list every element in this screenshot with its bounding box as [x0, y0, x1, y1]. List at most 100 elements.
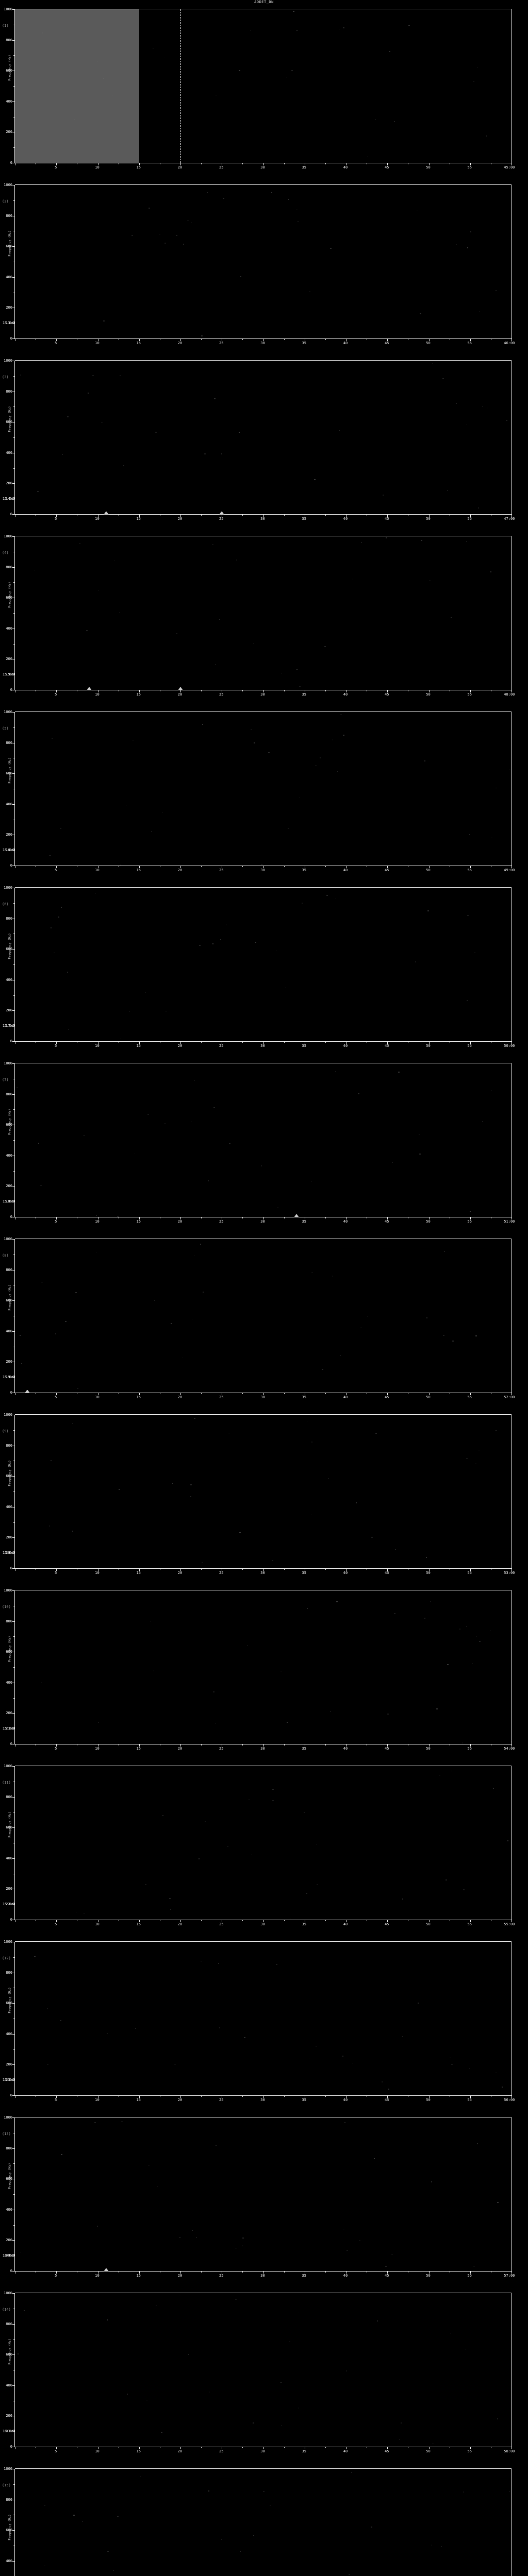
noise-speck [351, 2472, 352, 2473]
detection-marker-triangle[interactable] [87, 684, 92, 690]
y-tick [12, 2240, 15, 2241]
y-tick-label: 800 [6, 1443, 12, 1448]
detection-marker-triangle[interactable] [25, 1387, 30, 1393]
noise-speck [477, 67, 478, 69]
x-tick [139, 1217, 140, 1219]
noise-speck [301, 903, 303, 904]
y-tick-label: 400 [6, 1680, 12, 1685]
x-tick-minor [242, 514, 243, 516]
noise-speck [61, 454, 63, 455]
y-tick-minor [13, 1522, 15, 1523]
x-tick-label: 25 [219, 341, 224, 345]
x-tick-label: 55 [467, 2449, 472, 2453]
noise-speck [450, 617, 452, 618]
noise-speck [360, 541, 362, 543]
noise-speck [103, 78, 104, 79]
x-tick [139, 1568, 140, 1571]
noise-speck [220, 939, 222, 940]
noise-speck [59, 2020, 61, 2021]
noise-speck [280, 2425, 282, 2426]
y-tick-label: 0 [10, 863, 12, 868]
x-tick [56, 1393, 57, 1395]
y-tick-label: 200 [6, 1887, 12, 1891]
detection-marker-triangle[interactable] [178, 684, 183, 690]
y-tick-minor [13, 643, 15, 645]
noise-speck [459, 1628, 460, 1630]
y-tick-label: 800 [6, 213, 12, 218]
detection-marker-triangle[interactable] [219, 509, 225, 515]
noise-speck [408, 25, 410, 26]
noise-speck [214, 1723, 216, 1724]
noise-speck [119, 612, 120, 613]
noise-speck [52, 738, 54, 739]
noise-speck [238, 431, 240, 433]
spectrogram-panel: (6)Frequency (Hz)0200400600800100018:00:… [0, 883, 528, 1204]
noise-speck [421, 539, 423, 541]
x-tick-minor [201, 1217, 202, 1218]
plot-axes [12, 1766, 512, 1922]
x-tick-label: 30 [260, 2274, 265, 2278]
detection-marker-triangle[interactable] [103, 509, 109, 515]
y-tick-label: 400 [6, 802, 12, 806]
y-tick-minor [13, 147, 15, 148]
y-tick-label: 0 [10, 512, 12, 516]
noise-speck [328, 1478, 329, 1480]
y-tick-label: 400 [6, 1504, 12, 1509]
y-tick-minor [13, 903, 15, 904]
y-tick-label: 1000 [4, 2291, 12, 2295]
noise-speck [156, 2186, 158, 2187]
x-tick-label: 20 [177, 2449, 183, 2453]
panel-index-label: (15) [2, 2483, 11, 2487]
y-tick-minor [13, 1636, 15, 1637]
x-tick-label: 45 [385, 1044, 389, 1048]
x-tick-label: 55 [467, 1395, 472, 1399]
y-tick-label: 800 [6, 2497, 12, 2502]
x-tick-label: 35 [302, 1571, 306, 1575]
noise-speck [490, 571, 492, 572]
x-tick [428, 2271, 430, 2274]
noise-speck [473, 81, 474, 82]
detection-marker-triangle[interactable] [103, 2265, 109, 2272]
x-tick [428, 866, 430, 868]
x-tick-label: 5 [55, 1747, 57, 1751]
noise-speck [34, 1956, 36, 1957]
noise-speck [272, 1800, 274, 1801]
x-tick-label: 40 [343, 692, 348, 697]
x-tick-label: 25 [219, 165, 224, 170]
x-tick-minor [242, 1920, 243, 1921]
x-tick [263, 866, 264, 868]
x-tick [470, 866, 471, 868]
detection-marker-triangle[interactable] [293, 1211, 299, 1217]
plot-axes [12, 1414, 512, 1571]
y-tick-label: 1000 [4, 1413, 12, 1417]
y-tick-minor [13, 55, 15, 56]
y-tick-minor [13, 1109, 15, 1110]
panel-index-label: (9) [2, 1429, 9, 1433]
noise-speck [297, 221, 299, 222]
x-tick-label: 40 [343, 2449, 348, 2453]
noise-speck [469, 2068, 470, 2069]
x-tick [139, 1920, 140, 1922]
x-tick [428, 1568, 430, 1571]
noise-speck [375, 1433, 377, 1434]
noise-speck [493, 1787, 494, 1789]
x-tick-minor [325, 1568, 326, 1570]
y-tick-minor [13, 1171, 15, 1172]
x-tick-label: 35 [302, 1747, 306, 1751]
x-tick-minor [201, 1568, 202, 1570]
noise-speck [179, 2236, 180, 2238]
x-tick-label: 45 [385, 341, 389, 345]
x-tick [387, 866, 388, 868]
noise-speck [321, 1369, 323, 1370]
x-tick-label: 5 [55, 1395, 57, 1399]
x-tick-minor [201, 690, 202, 691]
x-tick [180, 1393, 181, 1395]
y-tick [12, 1568, 15, 1569]
x-tick-label: 15 [136, 2274, 141, 2278]
x-tick-minor [284, 514, 285, 516]
noise-speck [287, 1721, 289, 1723]
noise-speck [127, 2393, 128, 2395]
noise-speck [255, 941, 257, 943]
noise-speck [75, 1292, 77, 1293]
x-tick [428, 1041, 430, 1044]
